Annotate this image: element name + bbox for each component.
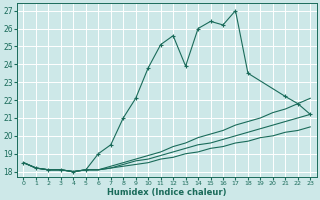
X-axis label: Humidex (Indice chaleur): Humidex (Indice chaleur) (107, 188, 227, 197)
